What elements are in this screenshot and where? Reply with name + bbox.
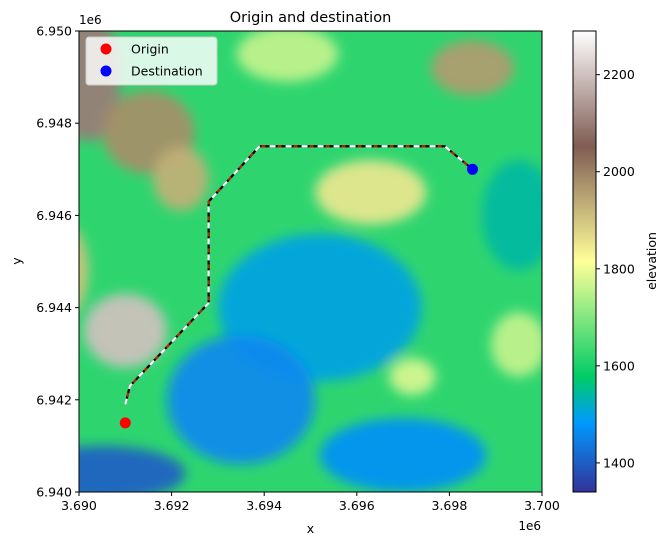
terrain-patch — [315, 160, 427, 225]
colorbar-fill — [573, 31, 596, 492]
legend-destination-label: Destination — [131, 64, 203, 79]
y-axis: 6.940 6.942 6.944 6.946 6.948 6.950 — [36, 24, 79, 500]
legend-origin-label: Origin — [131, 42, 169, 57]
terrain-patch — [153, 146, 209, 211]
x-tick-label: 3.698 — [432, 498, 468, 513]
colorbar-frame — [572, 30, 597, 493]
colorbar-tick-label: 2200 — [603, 67, 635, 82]
x-tick-label: 3.692 — [154, 498, 190, 513]
colorbar-label: elevation — [644, 232, 659, 290]
terrain-patch — [430, 40, 515, 96]
colorbar-tick-label: 1800 — [603, 261, 635, 276]
terrain-patch — [491, 312, 542, 377]
route-line-highlight — [124, 145, 474, 405]
y-tick-label: 6.950 — [36, 24, 72, 39]
legend-box — [85, 36, 218, 86]
y-axis-label: y — [9, 257, 24, 265]
points-layer — [119, 163, 479, 429]
colorbar: 1400 1600 1800 2000 2200 elevation — [572, 30, 659, 493]
x-offset-label: 1e6 — [518, 519, 541, 533]
x-tick-label: 3.690 — [61, 498, 97, 513]
x-tick-label: 3.700 — [524, 498, 560, 513]
x-axis: 3.690 3.692 3.694 3.696 3.698 3.700 — [61, 492, 560, 513]
chart-title: Origin and destination — [230, 10, 392, 26]
terrain-patch — [79, 233, 89, 308]
colorbar-tick-label: 1400 — [603, 455, 635, 470]
legend: Origin Destination — [85, 36, 218, 86]
y-tick-label: 6.942 — [36, 392, 72, 407]
colorbar-tick-label: 1600 — [603, 358, 635, 373]
route-line-accent — [124, 145, 474, 405]
route-layer — [124, 145, 474, 405]
y-tick-label: 6.948 — [36, 116, 72, 131]
terrain-patch — [166, 335, 316, 465]
terrain-patch — [389, 358, 436, 396]
origin-point — [119, 417, 131, 429]
plot-area — [78, 30, 543, 493]
plot-frame — [78, 30, 543, 493]
y-offset-label: 1e6 — [79, 13, 102, 27]
destination-point — [467, 163, 479, 175]
y-tick-label: 6.944 — [36, 300, 72, 315]
terrain-patch — [481, 160, 542, 271]
y-tick-label: 6.946 — [36, 208, 72, 223]
terrain-layer — [79, 31, 542, 492]
legend-destination-marker — [100, 65, 112, 77]
terrain-patch — [319, 418, 487, 492]
legend-origin-marker — [100, 43, 112, 55]
terrain-patch — [83, 293, 167, 368]
y-tick-label: 6.940 — [36, 485, 72, 500]
colorbar-tick-label: 2000 — [603, 164, 635, 179]
terrain-patch — [79, 445, 186, 492]
x-axis-label: x — [307, 521, 314, 536]
x-tick-label: 3.696 — [339, 498, 375, 513]
x-tick-label: 3.694 — [246, 498, 282, 513]
colorbar-ticks: 1400 1600 1800 2000 2200 — [596, 67, 635, 470]
terrain-patch — [236, 31, 339, 82]
